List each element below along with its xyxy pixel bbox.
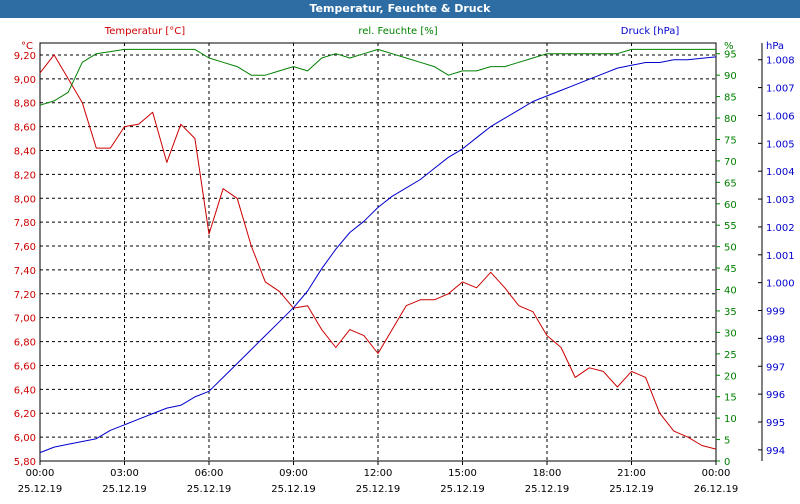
temperature-tick-label: 6,00	[14, 433, 36, 444]
temperature-tick-label: 8,00	[14, 194, 36, 205]
humidity-unit-label: %	[724, 41, 734, 52]
humidity-tick-label: 30	[724, 328, 737, 339]
temperature-series-line	[39, 54, 717, 450]
x-tick-date: 26.12.19	[694, 484, 739, 495]
x-tick-time: 00:00	[702, 468, 731, 479]
x-tick-time: 06:00	[195, 468, 224, 479]
pressure-tick-label: 1.008	[766, 56, 795, 67]
temperature-tick-label: 7,80	[14, 218, 36, 229]
x-tick-date: 25.12.19	[18, 484, 63, 495]
pressure-tick-label: 1.005	[766, 139, 795, 150]
temperature-tick-label: 6,60	[14, 361, 36, 372]
pressure-tick-label: 1.006	[766, 111, 795, 122]
humidity-tick-label: 80	[724, 114, 737, 125]
x-tick-time: 09:00	[279, 468, 308, 479]
humidity-tick-label: 65	[724, 178, 737, 189]
pressure-tick-label: 997	[766, 362, 785, 373]
temperature-tick-label: 7,40	[14, 266, 36, 277]
window-title: Temperatur, Feuchte & Druck	[0, 0, 800, 18]
temperature-tick-label: 6,20	[14, 409, 36, 420]
pressure-unit-label: hPa	[766, 41, 784, 52]
pressure-tick-label: 994	[766, 446, 785, 457]
temperature-tick-label: 8,40	[14, 146, 36, 157]
pressure-tick-label: 1.002	[766, 223, 795, 234]
x-tick-time: 21:00	[617, 468, 646, 479]
humidity-tick-label: 5	[724, 436, 730, 447]
x-tick-date: 25.12.19	[102, 484, 147, 495]
x-tick-date: 25.12.19	[525, 484, 570, 495]
x-tick-date: 25.12.19	[271, 484, 316, 495]
pressure-tick-label: 1.007	[766, 84, 795, 95]
humidity-series-label: rel. Feuchte [%]	[358, 26, 437, 37]
temperature-tick-label: 6,40	[14, 385, 36, 396]
temperature-tick-label: 7,20	[14, 290, 36, 301]
humidity-tick-label: 20	[724, 371, 737, 382]
axes-group: Temperatur [°C] rel. Feuchte [%] Druck […	[14, 26, 795, 495]
humidity-tick-label: 0	[724, 457, 730, 468]
temperature-tick-label: 5,80	[14, 457, 36, 468]
chart-area: Temperatur [°C] rel. Feuchte [%] Druck […	[0, 18, 800, 500]
pressure-tick-label: 1.004	[766, 167, 795, 178]
temperature-unit-label: °C	[21, 41, 33, 52]
temperature-tick-label: 8,80	[14, 99, 36, 110]
temperature-tick-label: 6,80	[14, 338, 36, 349]
x-tick-date: 25.12.19	[609, 484, 654, 495]
series-group	[39, 48, 717, 454]
temperature-tick-label: 9,20	[14, 51, 36, 62]
temperature-tick-label: 7,60	[14, 242, 36, 253]
temperature-tick-label: 7,00	[14, 314, 36, 325]
humidity-tick-label: 70	[724, 157, 737, 168]
humidity-tick-label: 25	[724, 350, 737, 361]
humidity-tick-label: 15	[724, 393, 737, 404]
humidity-tick-label: 35	[724, 307, 737, 318]
temperature-series-label: Temperatur [°C]	[104, 26, 185, 37]
pressure-series-line	[39, 56, 717, 454]
humidity-tick-label: 55	[724, 221, 737, 232]
chart-svg: Temperatur [°C] rel. Feuchte [%] Druck […	[14, 26, 795, 495]
humidity-tick-label: 10	[724, 414, 737, 425]
pressure-series-label: Druck [hPa]	[621, 26, 680, 37]
pressure-tick-label: 996	[766, 390, 785, 401]
humidity-tick-label: 85	[724, 93, 737, 104]
x-tick-time: 00:00	[26, 468, 55, 479]
humidity-tick-label: 45	[724, 264, 737, 275]
x-tick-time: 12:00	[364, 468, 393, 479]
x-tick-time: 03:00	[110, 468, 139, 479]
temperature-tick-label: 8,60	[14, 123, 36, 134]
pressure-tick-label: 998	[766, 334, 785, 345]
temperature-tick-label: 9,00	[14, 75, 36, 86]
humidity-tick-label: 40	[724, 286, 737, 297]
x-tick-date: 25.12.19	[440, 484, 485, 495]
humidity-tick-label: 75	[724, 135, 737, 146]
x-tick-time: 18:00	[533, 468, 562, 479]
humidity-tick-label: 50	[724, 243, 737, 254]
pressure-tick-label: 1.000	[766, 279, 795, 290]
x-tick-date: 25.12.19	[187, 484, 232, 495]
pressure-tick-label: 999	[766, 307, 785, 318]
humidity-tick-label: 95	[724, 50, 737, 61]
x-tick-time: 15:00	[448, 468, 477, 479]
pressure-tick-label: 1.003	[766, 195, 795, 206]
temperature-tick-label: 8,20	[14, 170, 36, 181]
humidity-series-line	[39, 48, 716, 106]
humidity-tick-label: 90	[724, 71, 737, 82]
humidity-tick-label: 60	[724, 200, 737, 211]
pressure-tick-label: 1.001	[766, 251, 795, 262]
pressure-tick-label: 995	[766, 418, 785, 429]
x-tick-date: 25.12.19	[356, 484, 401, 495]
